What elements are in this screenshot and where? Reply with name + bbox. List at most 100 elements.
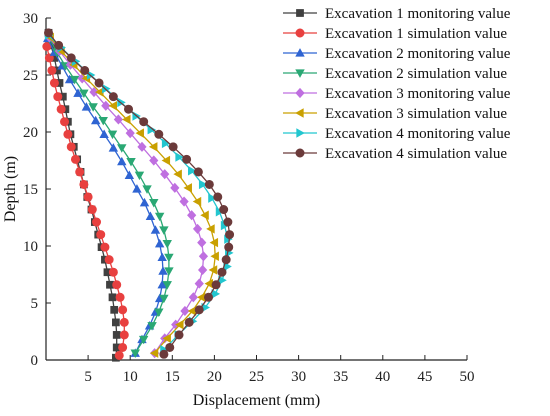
series-8 bbox=[44, 28, 235, 359]
x-tick-label: 45 bbox=[417, 369, 432, 385]
x-tick-label: 30 bbox=[291, 369, 306, 385]
data-point bbox=[175, 319, 184, 330]
data-point bbox=[75, 167, 85, 177]
data-point bbox=[98, 116, 108, 126]
data-point bbox=[160, 169, 170, 180]
data-point bbox=[86, 70, 96, 80]
x-tick-label: 20 bbox=[207, 369, 222, 385]
data-point bbox=[157, 279, 167, 289]
series-4 bbox=[44, 34, 174, 358]
data-point bbox=[208, 193, 217, 203]
y-tick-label: 5 bbox=[31, 296, 39, 312]
legend-item: Excavation 2 monitoring value bbox=[283, 46, 511, 62]
data-point bbox=[179, 196, 189, 207]
data-point bbox=[206, 224, 215, 234]
data-point bbox=[118, 342, 128, 352]
legend-marker bbox=[295, 48, 305, 57]
data-point bbox=[130, 349, 140, 358]
data-point bbox=[149, 348, 159, 358]
x-tick-label: 10 bbox=[123, 369, 138, 385]
legend-label: Excavation 4 monitoring value bbox=[325, 126, 511, 142]
data-point bbox=[164, 267, 174, 276]
data-point bbox=[158, 266, 168, 275]
data-point bbox=[102, 83, 111, 94]
legend: Excavation 1 monitoring value Excavation … bbox=[283, 6, 511, 162]
data-point bbox=[150, 225, 161, 234]
data-point bbox=[183, 183, 192, 193]
data-point bbox=[204, 292, 214, 302]
legend-marker bbox=[296, 128, 305, 138]
data-point bbox=[154, 238, 165, 248]
legend-label: Excavation 1 monitoring value bbox=[325, 6, 511, 22]
data-point bbox=[165, 342, 175, 352]
data-point bbox=[219, 205, 229, 215]
data-point bbox=[113, 114, 124, 125]
data-point bbox=[204, 179, 214, 189]
data-point bbox=[122, 114, 131, 125]
data-point bbox=[211, 280, 221, 290]
data-point bbox=[124, 170, 135, 179]
series-layer bbox=[42, 28, 235, 362]
data-point bbox=[108, 293, 117, 302]
legend-marker bbox=[295, 148, 305, 158]
data-point bbox=[112, 280, 122, 290]
data-point bbox=[124, 104, 134, 114]
legend-label: Excavation 2 simulation value bbox=[325, 66, 507, 82]
data-point bbox=[154, 129, 164, 139]
data-point bbox=[60, 117, 70, 127]
x-tick-label: 15 bbox=[165, 369, 180, 385]
x-tick-label: 40 bbox=[375, 369, 390, 385]
data-point bbox=[110, 305, 119, 314]
legend-marker bbox=[295, 108, 304, 118]
data-point bbox=[148, 142, 158, 152]
data-point bbox=[107, 130, 118, 140]
data-point bbox=[89, 87, 99, 98]
data-point bbox=[145, 211, 156, 221]
legend-marker bbox=[295, 28, 305, 38]
series-line bbox=[48, 38, 170, 354]
x-axis: 5 10 15 20 25 30 35 40 45 50 bbox=[84, 355, 475, 385]
data-point bbox=[69, 75, 80, 85]
data-point bbox=[53, 92, 63, 102]
data-point bbox=[173, 169, 182, 179]
data-point bbox=[115, 292, 125, 302]
data-point bbox=[56, 104, 66, 114]
y-tick-label: 10 bbox=[23, 239, 38, 255]
data-point bbox=[66, 53, 76, 63]
x-tick-label: 25 bbox=[249, 369, 264, 385]
data-point bbox=[125, 128, 135, 139]
data-point bbox=[213, 192, 223, 202]
data-point bbox=[162, 333, 171, 344]
data-point bbox=[83, 192, 93, 202]
data-point bbox=[134, 171, 145, 181]
data-point bbox=[63, 129, 73, 139]
data-point bbox=[182, 154, 192, 164]
series-line bbox=[49, 36, 216, 354]
y-tick-label: 30 bbox=[23, 11, 38, 27]
data-point bbox=[188, 292, 198, 303]
data-point bbox=[209, 237, 219, 248]
data-point bbox=[159, 226, 169, 235]
data-point bbox=[117, 156, 127, 166]
legend-label: Excavation 3 monitoring value bbox=[325, 86, 511, 102]
data-point bbox=[139, 197, 150, 207]
data-point bbox=[108, 143, 119, 152]
legend-label: Excavation 3 simulation value bbox=[325, 106, 507, 122]
data-point bbox=[138, 335, 149, 345]
data-point bbox=[118, 305, 128, 315]
x-tick-label: 35 bbox=[333, 369, 348, 385]
data-point bbox=[161, 155, 171, 166]
data-point bbox=[154, 308, 164, 317]
data-point bbox=[88, 103, 98, 112]
legend-label: Excavation 2 monitoring value bbox=[325, 46, 511, 62]
data-point bbox=[208, 265, 218, 275]
data-point bbox=[126, 157, 136, 167]
data-point bbox=[225, 230, 235, 240]
data-point bbox=[197, 237, 207, 248]
data-point bbox=[157, 252, 167, 262]
data-point bbox=[210, 251, 219, 261]
y-axis-title: Depth (m) bbox=[2, 156, 19, 222]
legend-item: Excavation 3 simulation value bbox=[283, 106, 507, 122]
x-tick-label: 50 bbox=[460, 369, 475, 385]
data-point bbox=[149, 155, 159, 166]
